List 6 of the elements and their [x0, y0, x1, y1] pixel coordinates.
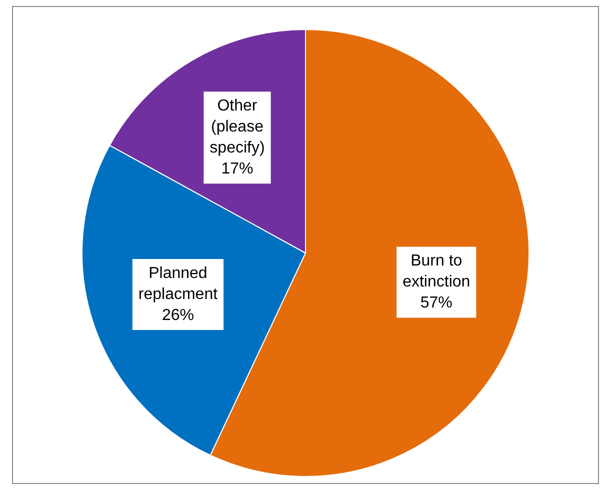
data-label: 57% [420, 294, 452, 312]
slice-label: Other (please specify) [210, 97, 265, 156]
slice-label: Planned replacment [138, 264, 218, 303]
data-label: 26% [162, 306, 194, 324]
slice-label: Burn to extinction [402, 252, 470, 291]
data-label: 17% [221, 160, 254, 178]
